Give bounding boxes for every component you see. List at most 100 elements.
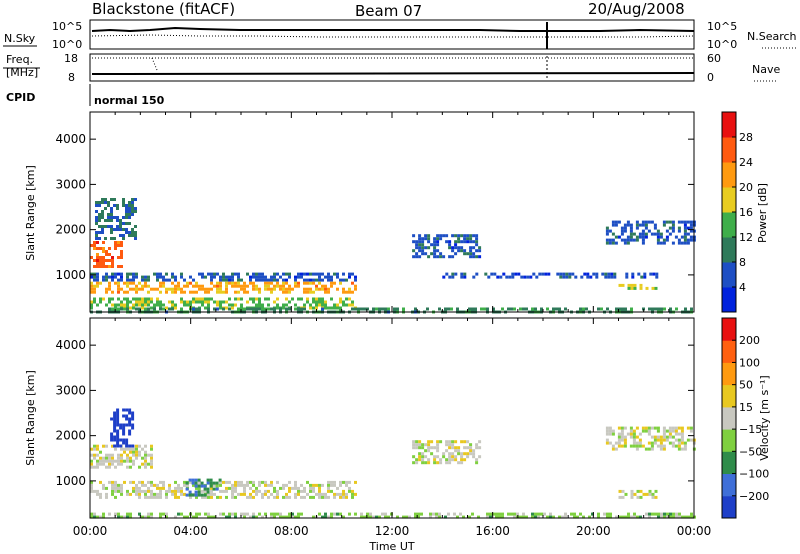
power-echo-cell — [665, 220, 669, 224]
power-echo-cell — [318, 303, 321, 307]
vel-echo-cell — [327, 489, 330, 493]
power-echo-cell — [641, 232, 645, 236]
vel-echo-cell — [102, 459, 105, 463]
power-echo-cell — [258, 297, 261, 301]
power-echo-cell — [189, 300, 192, 304]
power-echo-cell — [237, 284, 240, 288]
vel-echo-cell — [195, 495, 198, 499]
power-echo-cell — [650, 220, 654, 224]
power-echo-cell — [102, 247, 105, 250]
vel-echo-cell — [439, 458, 443, 462]
power-echo-cell — [125, 231, 128, 234]
power-echo-cell — [234, 272, 237, 276]
vel-echo-cell — [255, 489, 258, 493]
vel-echo-cell — [668, 441, 672, 445]
vel-echo-cell — [327, 495, 330, 499]
vel-echo-cell — [132, 462, 135, 466]
power-echo-cell — [234, 297, 237, 301]
power-echo-cell — [150, 297, 153, 301]
power-echo-cell — [651, 307, 654, 311]
vel-echo-cell — [312, 486, 315, 490]
power-echo-cell — [134, 198, 137, 201]
vel-echo-cell — [129, 492, 132, 496]
power-echo-cell — [442, 255, 446, 259]
vel-echo-cell — [144, 459, 147, 463]
power-echo-cell — [471, 307, 474, 311]
power-echo-cell — [475, 243, 479, 247]
vel-echo-cell — [113, 417, 117, 421]
power-echo-cell — [402, 307, 405, 311]
vel-echo-cell — [330, 483, 333, 487]
noise-tick-right-top: 10^5 — [707, 20, 737, 33]
vel-echo-cell — [125, 441, 129, 445]
power-echo-cell — [255, 287, 258, 291]
velocity-y-label: Slant Range [km] — [24, 370, 37, 466]
power-echo-cell — [110, 207, 113, 210]
vel-echo-cell — [96, 459, 99, 463]
power-echo-cell — [126, 278, 129, 282]
vel-echo-cell — [342, 492, 345, 496]
vel-echo-cell — [144, 453, 147, 457]
power-echo-cell — [571, 272, 575, 276]
vel-echo-cell — [656, 429, 660, 433]
vel-echo-cell — [150, 480, 153, 484]
power-echo-cell — [195, 284, 198, 288]
power-echo-cell — [195, 297, 198, 301]
power-echo-cell — [122, 201, 125, 204]
power-echo-cell — [644, 223, 648, 227]
vel-echo-cell — [618, 495, 622, 499]
colorbar-tick-label: 15 — [739, 401, 753, 414]
power-echo-cell — [327, 306, 330, 310]
vel-echo-cell — [656, 444, 660, 448]
power-echo-cell — [135, 307, 138, 311]
vel-echo-cell — [125, 438, 129, 442]
vel-echo-cell — [674, 444, 678, 448]
power-echo-cell — [519, 307, 522, 311]
vel-echo-cell — [209, 481, 213, 485]
power-echo-cell — [309, 303, 312, 307]
vel-echo-cell — [339, 483, 342, 487]
power-echo-cell — [219, 281, 222, 285]
vel-echo-cell — [430, 452, 434, 456]
power-echo-cell — [101, 228, 104, 231]
vel-echo-cell — [635, 447, 639, 451]
power-echo-cell — [147, 307, 150, 311]
power-echo-cell — [101, 216, 104, 219]
power-echo-cell — [132, 306, 135, 310]
colorbar-tick-label: 20 — [739, 181, 753, 194]
power-echo-cell — [625, 272, 629, 276]
power-echo-cell — [618, 283, 622, 287]
power-echo-cell — [617, 235, 621, 239]
power-echo-cell — [189, 281, 192, 285]
x-tick-label: 12:00 — [375, 524, 410, 538]
power-echo-cell — [228, 297, 231, 301]
power-echo-cell — [629, 229, 633, 233]
vel-echo-cell — [656, 438, 660, 442]
power-echo-cell — [90, 287, 93, 291]
power-echo-cell — [306, 290, 309, 294]
vel-echo-cell — [258, 512, 261, 516]
power-echo-cell — [195, 290, 198, 294]
vel-echo-cell — [141, 515, 144, 519]
vel-echo-cell — [454, 440, 458, 444]
power-echo-cell — [237, 272, 240, 276]
power-echo-cell — [324, 287, 327, 291]
power-echo-cell — [261, 272, 264, 276]
vel-echo-cell — [451, 440, 455, 444]
vel-echo-cell — [633, 492, 637, 496]
vel-echo-cell — [132, 486, 135, 490]
power-echo-cell — [228, 275, 231, 279]
power-echo-cell — [123, 307, 126, 311]
power-echo-cell — [131, 204, 134, 207]
vel-echo-cell — [351, 495, 354, 499]
vel-echo-cell — [645, 492, 649, 496]
vel-echo-cell — [576, 515, 579, 519]
vel-echo-cell — [427, 443, 431, 447]
power-echo-cell — [448, 246, 452, 250]
vel-echo-cell — [469, 449, 473, 453]
vel-echo-cell — [460, 440, 464, 444]
vel-echo-cell — [120, 459, 123, 463]
power-echo-cell — [171, 307, 174, 311]
power-echo-cell — [689, 238, 693, 242]
